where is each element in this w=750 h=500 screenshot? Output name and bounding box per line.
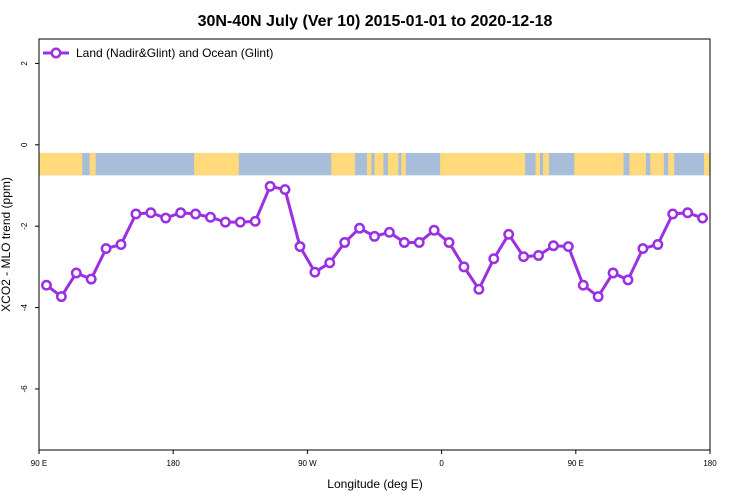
y-axis: 2 0 -2 -4 -6: [20, 61, 39, 393]
series-layer: [41, 180, 708, 303]
data-point: [205, 211, 216, 223]
data-point: [249, 215, 261, 227]
data-point: [592, 291, 604, 303]
land-segment: [401, 152, 406, 176]
data-point: [562, 241, 574, 252]
land-ocean-band: [39, 152, 710, 176]
data-point: [324, 257, 336, 269]
legend-marker: [50, 47, 62, 59]
data-point: [443, 237, 455, 248]
land-segment: [535, 152, 541, 176]
plot-area-frame: [38, 38, 711, 451]
data-point: [667, 208, 679, 220]
x-tick-label: 90 W: [298, 459, 317, 468]
land-segment: [367, 152, 372, 176]
data-point: [473, 283, 485, 295]
land-segment: [387, 152, 399, 176]
data-point: [354, 222, 366, 234]
data-point: [264, 180, 276, 192]
data-point: [458, 261, 470, 273]
x-tick-label: 90 E: [31, 459, 47, 468]
data-point: [160, 212, 172, 224]
data-point: [503, 228, 515, 240]
land-segment: [650, 152, 664, 176]
land-segment: [629, 152, 646, 176]
x-tick-label: 90 E: [568, 459, 584, 468]
chart-title: 30N-40N July (Ver 10) 2015-01-01 to 2020…: [198, 13, 553, 30]
data-point: [577, 279, 589, 291]
land-segment: [704, 152, 710, 176]
data-point: [100, 243, 112, 255]
data-point: [652, 239, 664, 250]
data-point: [398, 237, 410, 248]
data-point: [219, 216, 231, 228]
x-tick-label: 180: [703, 459, 717, 468]
data-point: [130, 208, 142, 220]
data-point: [637, 243, 649, 255]
land-segment: [574, 152, 624, 176]
x-tick-label: 180: [167, 459, 181, 468]
legend-label: Land (Nadir&Glint) and Ocean (Glint): [76, 46, 273, 60]
data-point: [190, 208, 202, 220]
data-point: [55, 291, 67, 303]
data-point: [234, 216, 246, 228]
data-point: [533, 250, 544, 261]
data-point: [115, 239, 127, 250]
data-point: [413, 237, 425, 248]
x-axis-label: Longitude (deg E): [327, 477, 422, 491]
x-axis: 90 E 180 90 W 0 90 E 180: [31, 450, 717, 468]
data-point: [175, 207, 187, 219]
data-point: [488, 253, 500, 265]
land-segment: [374, 152, 384, 176]
data-point: [622, 274, 634, 286]
land-segment: [542, 152, 549, 176]
land-segment: [39, 152, 83, 176]
data-point: [369, 230, 380, 242]
data-point: [383, 226, 395, 238]
x-tick-label: 0: [439, 459, 444, 468]
data-point: [697, 212, 708, 224]
data-point: [518, 251, 530, 263]
data-point: [85, 273, 97, 285]
y-tick-label: -6: [20, 385, 29, 393]
land-segment: [668, 152, 675, 176]
data-point: [41, 279, 52, 291]
land-segment: [440, 152, 526, 176]
y-tick-label: 0: [20, 142, 29, 147]
y-tick-label: -4: [20, 303, 29, 311]
y-axis-label: XCO2 - MLO trend (ppm): [0, 177, 13, 312]
data-point: [682, 207, 694, 219]
land-segment: [331, 152, 356, 176]
land-segment: [194, 152, 239, 176]
legend: Land (Nadir&Glint) and Ocean (Glint): [43, 46, 273, 60]
data-point: [145, 207, 157, 219]
data-point: [70, 267, 82, 279]
y-tick-label: 2: [20, 61, 29, 66]
data-point: [607, 267, 619, 279]
data-point: [428, 224, 440, 236]
y-tick-label: -2: [20, 222, 29, 230]
data-point: [547, 240, 559, 252]
data-point: [309, 266, 321, 278]
data-point: [279, 184, 291, 196]
data-point: [339, 237, 351, 248]
data-point: [294, 241, 306, 252]
land-segment: [89, 152, 96, 176]
